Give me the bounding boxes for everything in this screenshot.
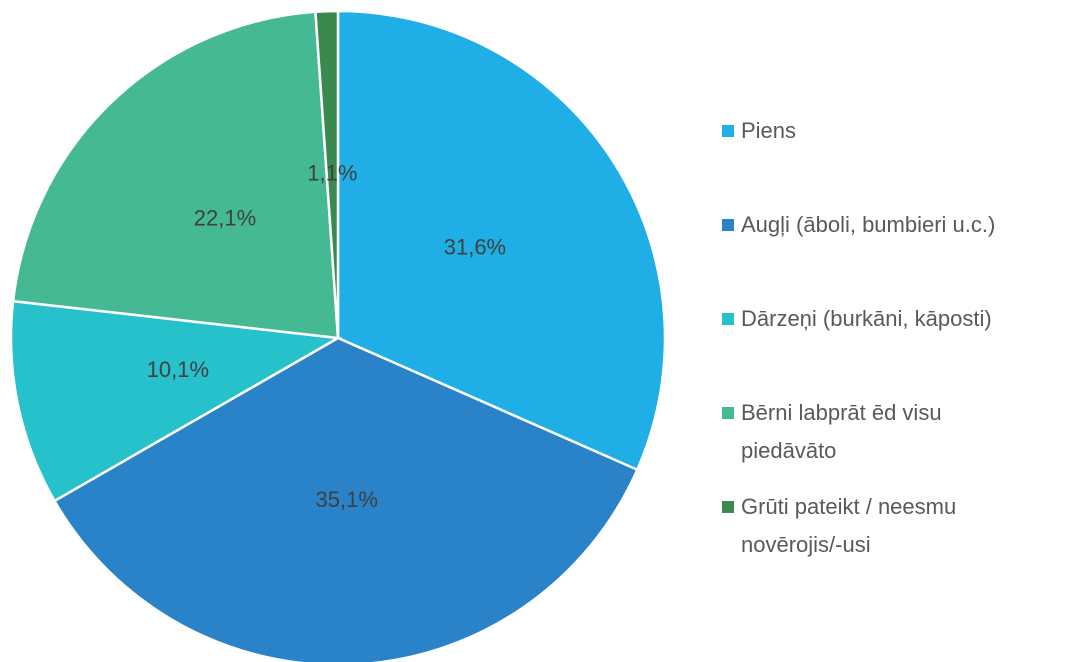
legend-swatch xyxy=(722,219,734,231)
pie-slice xyxy=(336,9,667,472)
legend: Piens Augļi (āboli, bumbieri u.c.) Dārzeņi… xyxy=(722,0,1072,662)
legend-swatch xyxy=(722,313,734,325)
legend-label: Dārzeņi (burkāni, kāposti) xyxy=(741,306,992,331)
pie-slice xyxy=(314,9,340,339)
legend-label: Bērni labprāt ēd visu piedāvāto xyxy=(741,400,942,463)
legend-label: Grūti pateikt / neesmu novērojis/-usi xyxy=(741,494,957,557)
legend-item: Dārzeņi (burkāni, kāposti) xyxy=(722,300,1041,338)
legend-item: Bērni labprāt ēd visu piedāvāto xyxy=(722,394,1041,470)
legend-label: Augļi (āboli, bumbieri u.c.) xyxy=(741,212,996,237)
data-label: 1,1% xyxy=(307,160,357,185)
legend-item: Grūti pateikt / neesmu novērojis/-usi xyxy=(722,488,1041,564)
legend-item: Piens xyxy=(722,112,1041,150)
legend-swatch xyxy=(722,501,734,513)
data-label: 35,1% xyxy=(316,487,378,512)
pie-slice xyxy=(9,299,342,503)
legend-label: Piens xyxy=(741,118,797,143)
legend-swatch xyxy=(722,125,734,137)
data-label: 31,6% xyxy=(444,234,506,259)
legend-swatch xyxy=(722,407,734,419)
chart: 31,6% 35,1% 10,1% 22,1% 1,1% xyxy=(9,9,667,662)
pie-slice xyxy=(11,10,340,340)
pie-slice xyxy=(52,336,639,662)
legend-item: Augļi (āboli, bumbieri u.c.) xyxy=(722,206,1041,244)
data-label: 10,1% xyxy=(147,357,209,382)
data-label: 22,1% xyxy=(194,206,256,231)
